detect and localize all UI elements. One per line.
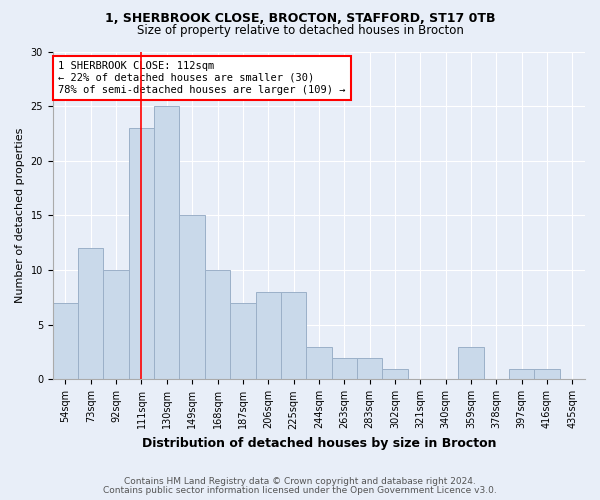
- Text: 1 SHERBROOK CLOSE: 112sqm
← 22% of detached houses are smaller (30)
78% of semi-: 1 SHERBROOK CLOSE: 112sqm ← 22% of detac…: [58, 62, 346, 94]
- X-axis label: Distribution of detached houses by size in Brocton: Distribution of detached houses by size …: [142, 437, 496, 450]
- Bar: [535, 368, 560, 380]
- Y-axis label: Number of detached properties: Number of detached properties: [15, 128, 25, 303]
- Bar: [256, 292, 281, 380]
- Bar: [357, 358, 382, 380]
- Bar: [281, 292, 306, 380]
- Bar: [306, 346, 332, 380]
- Bar: [458, 346, 484, 380]
- Bar: [103, 270, 129, 380]
- Bar: [230, 303, 256, 380]
- Bar: [382, 368, 407, 380]
- Bar: [205, 270, 230, 380]
- Text: Size of property relative to detached houses in Brocton: Size of property relative to detached ho…: [137, 24, 463, 37]
- Bar: [332, 358, 357, 380]
- Bar: [179, 216, 205, 380]
- Bar: [154, 106, 179, 380]
- Text: Contains HM Land Registry data © Crown copyright and database right 2024.: Contains HM Land Registry data © Crown c…: [124, 477, 476, 486]
- Text: 1, SHERBROOK CLOSE, BROCTON, STAFFORD, ST17 0TB: 1, SHERBROOK CLOSE, BROCTON, STAFFORD, S…: [105, 12, 495, 26]
- Text: Contains public sector information licensed under the Open Government Licence v3: Contains public sector information licen…: [103, 486, 497, 495]
- Bar: [129, 128, 154, 380]
- Bar: [53, 303, 78, 380]
- Bar: [509, 368, 535, 380]
- Bar: [78, 248, 103, 380]
